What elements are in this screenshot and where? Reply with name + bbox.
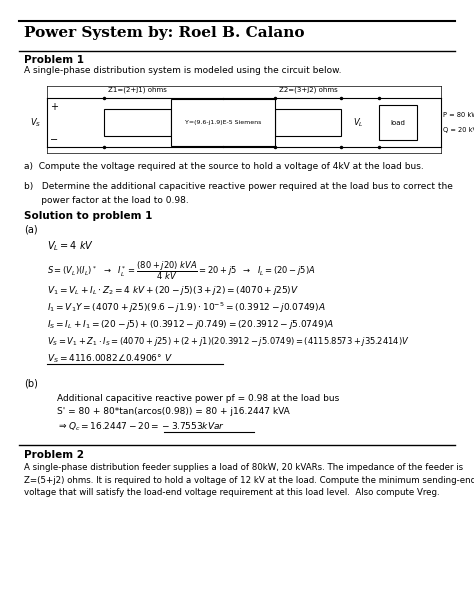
Text: Additional capacitive reactive power pf = 0.98 at the load bus: Additional capacitive reactive power pf … — [57, 394, 339, 403]
Bar — [171, 99, 275, 146]
Text: $\Rightarrow Q_c = 16.2447 - 20 = -3.7553kVar$: $\Rightarrow Q_c = 16.2447 - 20 = -3.755… — [57, 421, 225, 433]
Text: power factor at the load to 0.98.: power factor at the load to 0.98. — [24, 196, 189, 205]
Text: b)   Determine the additional capacitive reactive power required at the load bus: b) Determine the additional capacitive r… — [24, 182, 453, 191]
Text: Solution to problem 1: Solution to problem 1 — [24, 211, 152, 221]
Text: Z2=(3+j2) ohms: Z2=(3+j2) ohms — [279, 86, 337, 93]
Bar — [104, 109, 171, 136]
Text: Y=(9.6-j1.9)E-5 Siemens: Y=(9.6-j1.9)E-5 Siemens — [184, 120, 261, 125]
Text: $V_L$: $V_L$ — [353, 116, 363, 129]
Bar — [379, 105, 417, 140]
Text: (b): (b) — [24, 378, 37, 388]
Text: Power System by: Roel B. Calano: Power System by: Roel B. Calano — [24, 26, 304, 40]
Text: A single-phase distribution system is modeled using the circuit below.: A single-phase distribution system is mo… — [24, 66, 341, 75]
Text: +: + — [51, 102, 58, 112]
Text: Z1=(2+j1) ohms: Z1=(2+j1) ohms — [108, 86, 167, 93]
Text: Z=(5+j2) ohms. It is required to hold a voltage of 12 kV at the load. Compute th: Z=(5+j2) ohms. It is required to hold a … — [24, 476, 474, 485]
Text: −: − — [50, 135, 59, 145]
Bar — [275, 109, 341, 136]
Text: Problem 2: Problem 2 — [24, 450, 84, 460]
Text: $V_1 = V_L + I_L \cdot Z_2 = 4\ kV + (20 - j5)(3 + j2) = (4070 + j25)V$: $V_1 = V_L + I_L \cdot Z_2 = 4\ kV + (20… — [47, 284, 300, 297]
Text: (a): (a) — [24, 225, 37, 235]
Text: $I_S = I_L + I_1 = (20 - j5) + (0.3912 - j0.749) = (20.3912 - j5.0749)A$: $I_S = I_L + I_1 = (20 - j5) + (0.3912 -… — [47, 318, 335, 331]
Text: $S = (V_L)(I_L)^*\ \ \rightarrow\ \ I_L^* = \dfrac{(80 + j20)\ kVA}{4\ kV} = 20 : $S = (V_L)(I_L)^*\ \ \rightarrow\ \ I_L^… — [47, 259, 316, 282]
Text: $V_S = 4116.0082\angle 0.4906°\ V$: $V_S = 4116.0082\angle 0.4906°\ V$ — [47, 352, 173, 365]
Text: $V_S$: $V_S$ — [30, 116, 41, 129]
Text: $V_S = V_1 + Z_1 \cdot I_S = (4070 + j25) + (2 + j1)(20.3912 - j5.0749) = (4115.: $V_S = V_1 + Z_1 \cdot I_S = (4070 + j25… — [47, 335, 410, 348]
Text: $V_L = 4\ kV$: $V_L = 4\ kV$ — [47, 240, 94, 254]
Text: Problem 1: Problem 1 — [24, 55, 84, 65]
Text: A single-phase distribution feeder supplies a load of 80kW, 20 kVARs. The impeda: A single-phase distribution feeder suppl… — [24, 463, 463, 473]
Text: P = 80 kW: P = 80 kW — [443, 112, 474, 118]
Text: S' = 80 + 80*tan(arcos(0.98)) = 80 + j16.2447 kVA: S' = 80 + 80*tan(arcos(0.98)) = 80 + j16… — [57, 407, 290, 416]
Text: a)  Compute the voltage required at the source to hold a voltage of 4kV at the l: a) Compute the voltage required at the s… — [24, 162, 423, 172]
Text: Q = 20 kVARS: Q = 20 kVARS — [443, 127, 474, 133]
Text: load: load — [391, 120, 406, 126]
Text: $I_1 = V_1 Y = (4070 + j25)(9.6 - j1.9) \cdot 10^{-5} = (0.3912 - j0.0749)A$: $I_1 = V_1 Y = (4070 + j25)(9.6 - j1.9) … — [47, 301, 326, 315]
Text: voltage that will satisfy the load-end voltage requirement at this load level.  : voltage that will satisfy the load-end v… — [24, 488, 439, 497]
